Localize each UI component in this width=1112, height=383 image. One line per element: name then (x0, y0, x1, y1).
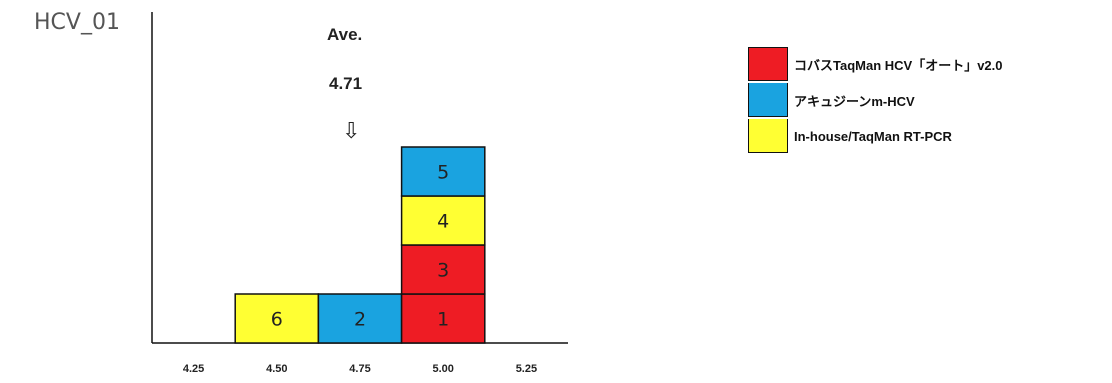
x-tick-label: 5.25 (516, 363, 537, 375)
legend-swatch (748, 47, 788, 81)
x-tick-label: 4.50 (266, 363, 287, 375)
legend-label: In-house/TaqMan RT-PCR (794, 128, 952, 144)
legend-item: アキュジーンm-HCV (748, 82, 1003, 118)
legend-item: In-house/TaqMan RT-PCR (748, 118, 1003, 154)
page-title: HCV_01 (34, 10, 120, 35)
average-value: 4.71 (329, 74, 363, 93)
block-label: 5 (437, 162, 449, 184)
average-label: Ave. (327, 25, 363, 44)
down-arrow-icon: ⇩ (342, 118, 361, 143)
legend-label: アキュジーンm-HCV (794, 93, 915, 109)
x-tick-label: 4.75 (349, 363, 370, 375)
block-label: 4 (437, 211, 449, 233)
block-label: 1 (437, 309, 449, 331)
legend-item: コバスTaqMan HCV「オート」v2.0 (748, 46, 1003, 82)
bar-block (234, 293, 320, 344)
x-tick-label: 5.00 (432, 363, 453, 375)
block-label: 6 (271, 309, 283, 331)
bar-block (400, 293, 486, 344)
bar-block (317, 293, 403, 344)
bar-block (400, 244, 486, 295)
block-label: 2 (354, 309, 366, 331)
bar-block (400, 146, 486, 197)
legend: コバスTaqMan HCV「オート」v2.0 アキュジーンm-HCV In-ho… (748, 46, 1003, 154)
bar-block (400, 195, 486, 246)
block-label: 3 (437, 260, 449, 282)
legend-label: コバスTaqMan HCV「オート」v2.0 (794, 57, 1003, 73)
x-tick-label: 4.25 (183, 363, 204, 375)
legend-swatch (748, 83, 788, 117)
legend-swatch (748, 119, 788, 153)
